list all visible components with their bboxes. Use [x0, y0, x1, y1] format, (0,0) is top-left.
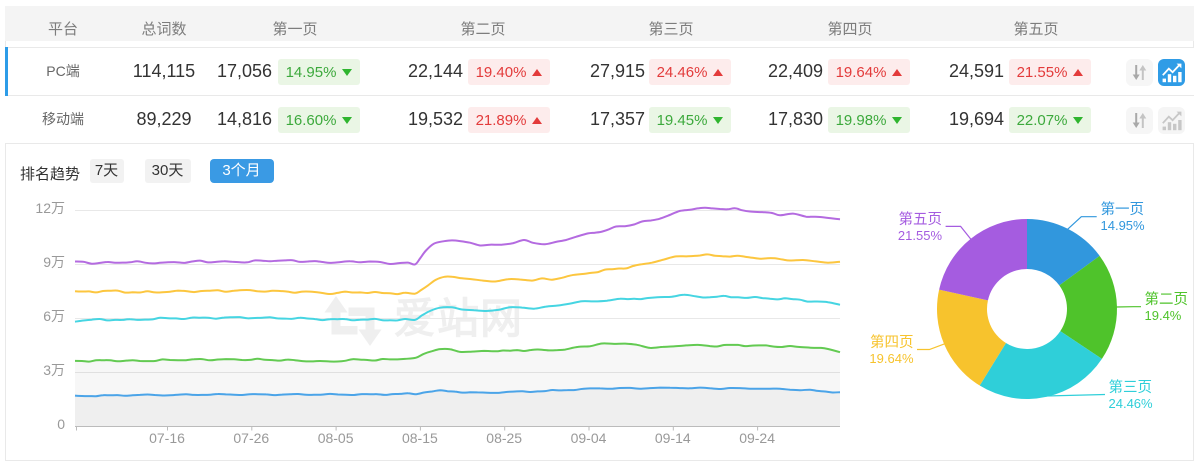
svg-text:19.64%: 19.64%	[869, 351, 914, 366]
svg-text:第一页: 第一页	[1101, 200, 1145, 218]
svg-text:12万: 12万	[35, 200, 65, 216]
svg-text:第三页: 第三页	[1109, 378, 1153, 396]
svg-text:第五页: 第五页	[899, 210, 943, 228]
svg-text:第四页: 第四页	[870, 333, 914, 351]
svg-text:9万: 9万	[43, 254, 65, 270]
svg-text:19.4%: 19.4%	[1145, 308, 1182, 323]
svg-text:3万: 3万	[43, 362, 65, 378]
svg-text:07-16: 07-16	[149, 430, 185, 446]
svg-text:0: 0	[57, 416, 65, 432]
svg-text:24.46%: 24.46%	[1109, 396, 1154, 411]
svg-text:09-24: 09-24	[739, 430, 775, 446]
svg-text:21.55%: 21.55%	[898, 228, 943, 243]
svg-text:09-04: 09-04	[571, 430, 607, 446]
svg-text:07-26: 07-26	[233, 430, 269, 446]
svg-text:08-25: 08-25	[486, 430, 522, 446]
svg-text:08-05: 08-05	[318, 430, 354, 446]
svg-text:09-14: 09-14	[655, 430, 691, 446]
svg-text:08-15: 08-15	[402, 430, 438, 446]
svg-text:6万: 6万	[43, 308, 65, 324]
svg-text:第二页: 第二页	[1145, 290, 1189, 308]
svg-text:14.95%: 14.95%	[1101, 218, 1146, 233]
